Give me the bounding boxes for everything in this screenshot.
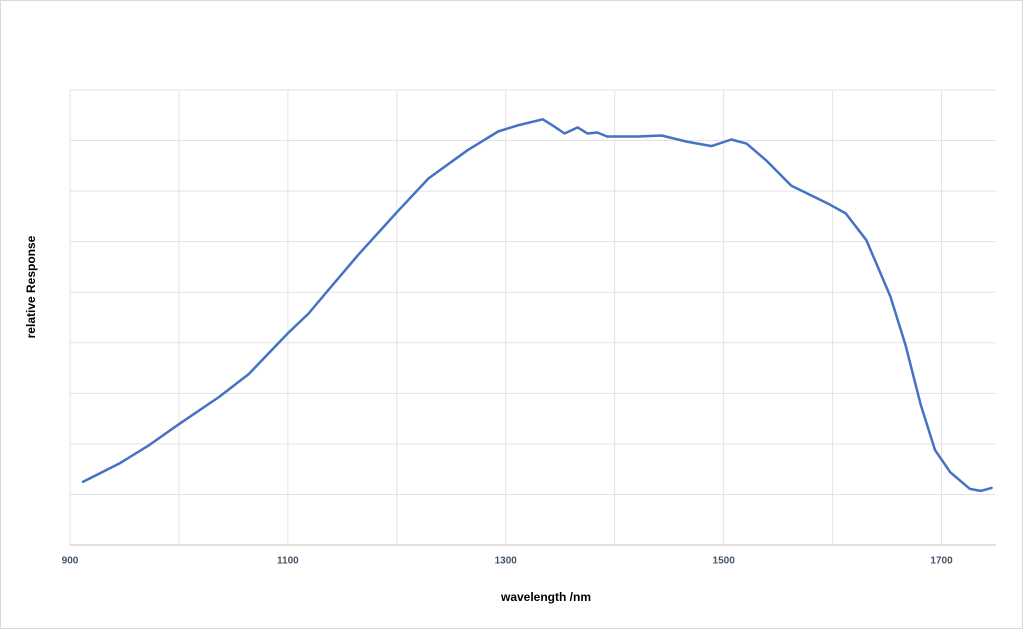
x-tick-label: 1500 bbox=[713, 556, 736, 567]
x-axis-title: wavelength /nm bbox=[500, 590, 591, 604]
x-tick-label: 1300 bbox=[495, 556, 518, 567]
data-line bbox=[81, 118, 993, 493]
y-axis-title: relative Response bbox=[24, 235, 38, 338]
x-tick-label: 900 bbox=[62, 556, 79, 567]
x-tick-label: 1100 bbox=[277, 556, 299, 567]
x-tick-label: 1700 bbox=[930, 556, 953, 567]
